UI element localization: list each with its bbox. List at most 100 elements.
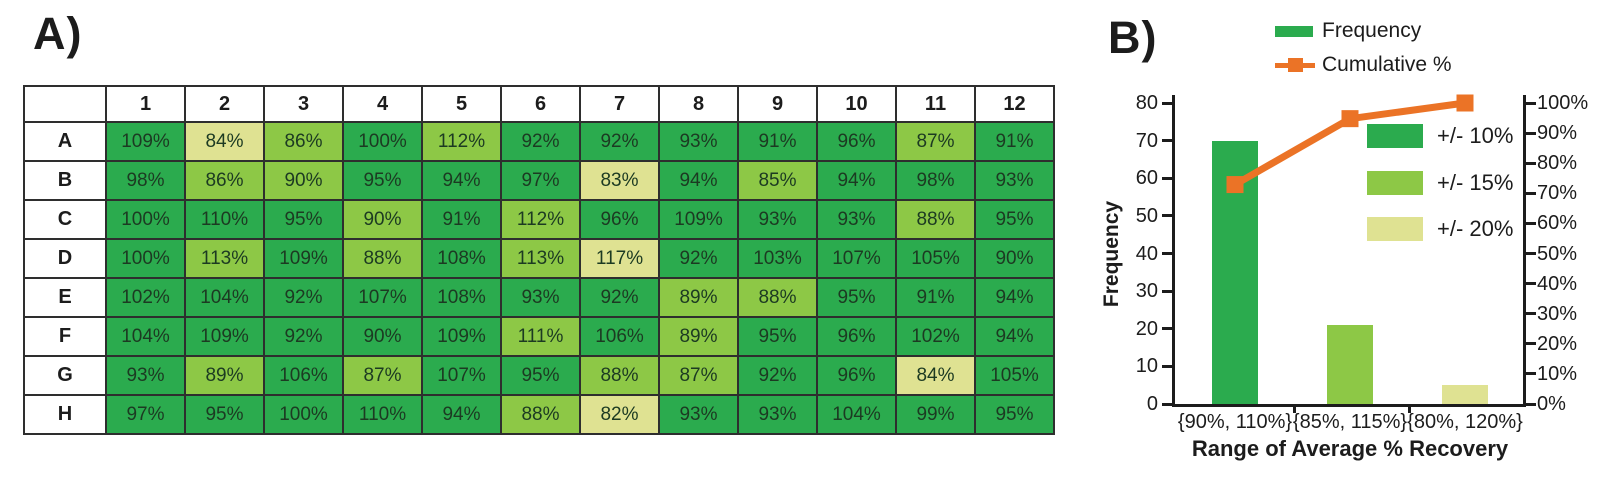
column-header-11: 11 bbox=[895, 85, 976, 123]
cell-A10: 96% bbox=[816, 121, 897, 162]
table-row-B: B 98% 86% 90% 95% 94% 97% 83% 94% 85% 94% 98% 93% bbox=[23, 160, 1055, 201]
cell-H7: 82% bbox=[579, 394, 660, 435]
cell-D3: 109% bbox=[263, 238, 344, 279]
column-header-12: 12 bbox=[974, 85, 1055, 123]
cell-F7: 106% bbox=[579, 316, 660, 357]
left-axis-tick bbox=[1162, 176, 1172, 180]
right-axis-tick bbox=[1526, 252, 1536, 255]
column-header-10: 10 bbox=[816, 85, 897, 123]
x-axis-title: Range of Average % Recovery bbox=[1191, 436, 1509, 461]
cell-F3: 92% bbox=[263, 316, 344, 357]
cell-B10: 94% bbox=[816, 160, 897, 201]
cell-E1: 102% bbox=[105, 277, 186, 318]
cell-A11: 87% bbox=[895, 121, 976, 162]
right-axis-tick-label: 90% bbox=[1537, 122, 1578, 145]
right-axis-tick-label: 100% bbox=[1537, 92, 1589, 114]
cell-C11: 88% bbox=[895, 199, 976, 240]
cell-E8: 89% bbox=[658, 277, 739, 318]
row-header-A: A bbox=[23, 121, 107, 162]
cell-B7: 83% bbox=[579, 160, 660, 201]
right-axis-tick-label: 80% bbox=[1537, 152, 1578, 175]
cell-G5: 107% bbox=[421, 355, 502, 396]
cell-G10: 96% bbox=[816, 355, 897, 396]
cell-B4: 95% bbox=[342, 160, 423, 201]
cell-C10: 93% bbox=[816, 199, 897, 240]
cell-B3: 90% bbox=[263, 160, 344, 201]
cell-F8: 89% bbox=[658, 316, 739, 357]
range-swatch-10 bbox=[1367, 124, 1423, 148]
cell-D1: 100% bbox=[105, 238, 186, 279]
column-header-3: 3 bbox=[263, 85, 344, 123]
right-axis-tick-label: 10% bbox=[1537, 362, 1578, 385]
right-axis-tick-label: 20% bbox=[1537, 332, 1578, 355]
cell-B6: 97% bbox=[500, 160, 581, 201]
cell-G11: 84% bbox=[895, 355, 976, 396]
cell-E4: 107% bbox=[342, 277, 423, 318]
cell-C5: 91% bbox=[421, 199, 502, 240]
cell-A9: 91% bbox=[737, 121, 818, 162]
cell-G2: 89% bbox=[184, 355, 265, 396]
cell-B5: 94% bbox=[421, 160, 502, 201]
left-axis-tick bbox=[1162, 139, 1172, 143]
cell-E10: 95% bbox=[816, 277, 897, 318]
range-swatch-15 bbox=[1367, 171, 1423, 195]
cell-F2: 109% bbox=[184, 316, 265, 357]
cell-D11: 105% bbox=[895, 238, 976, 279]
right-axis-tick bbox=[1526, 161, 1536, 165]
right-axis-tick bbox=[1526, 312, 1536, 316]
cell-H3: 100% bbox=[263, 394, 344, 435]
left-axis-tick-label: 40 bbox=[1135, 242, 1158, 265]
cumulative-line-swatch-icon bbox=[1275, 58, 1315, 72]
cell-D6: 113% bbox=[500, 238, 581, 279]
x-category-label-2: {85%, 115%} bbox=[1292, 411, 1408, 433]
cell-B2: 86% bbox=[184, 160, 265, 201]
left-axis-tick-label: 80 bbox=[1135, 92, 1158, 114]
corner-cell bbox=[23, 85, 107, 123]
cell-D12: 90% bbox=[974, 238, 1055, 279]
left-axis-tick bbox=[1162, 252, 1172, 255]
cell-H12: 95% bbox=[974, 394, 1055, 435]
cell-D2: 113% bbox=[184, 238, 265, 279]
table-row-E: E 102% 104% 92% 107% 108% 93% 92% 89% 88% 95% 91% 94… bbox=[23, 277, 1055, 318]
cell-G7: 88% bbox=[579, 355, 660, 396]
left-axis-tick-label: 60 bbox=[1135, 167, 1158, 190]
right-axis-tick bbox=[1526, 402, 1536, 406]
cell-H6: 88% bbox=[500, 394, 581, 435]
cumulative-marker-2 bbox=[1341, 110, 1359, 128]
cumulative-line-chart bbox=[1226, 94, 1474, 194]
x-axis-tick bbox=[1408, 404, 1411, 413]
column-header-5: 5 bbox=[421, 85, 502, 123]
cell-F11: 102% bbox=[895, 316, 976, 357]
cell-G6: 95% bbox=[500, 355, 581, 396]
table-row-D: D 100% 113% 109% 88% 108% 113% 117% 92% 103% 107% 1… bbox=[23, 238, 1055, 279]
cell-E2: 104% bbox=[184, 277, 265, 318]
cell-D8: 92% bbox=[658, 238, 739, 279]
cell-C2: 110% bbox=[184, 199, 265, 240]
left-axis-tick bbox=[1162, 289, 1172, 293]
cell-A7: 92% bbox=[579, 121, 660, 162]
cell-G4: 87% bbox=[342, 355, 423, 396]
cell-C3: 95% bbox=[263, 199, 344, 240]
cell-H5: 94% bbox=[421, 394, 502, 435]
cell-D7: 117% bbox=[579, 238, 660, 279]
cell-C6: 112% bbox=[500, 199, 581, 240]
cell-F12: 94% bbox=[974, 316, 1055, 357]
cell-H10: 104% bbox=[816, 394, 897, 435]
row-header-D: D bbox=[23, 238, 107, 279]
column-header-8: 8 bbox=[658, 85, 739, 123]
right-axis-tick bbox=[1526, 101, 1536, 105]
right-axis-tick-label: 70% bbox=[1537, 182, 1578, 205]
row-header-G: G bbox=[23, 355, 107, 396]
right-axis-tick bbox=[1526, 372, 1536, 376]
cell-C12: 95% bbox=[974, 199, 1055, 240]
range-swatch-20 bbox=[1367, 217, 1423, 241]
frequency-bar-3 bbox=[1442, 385, 1488, 404]
table-row-C: C 100% 110% 95% 90% 91% 112% 96% 109% 93% 93% 88% 95… bbox=[23, 199, 1055, 240]
cell-E7: 92% bbox=[579, 277, 660, 318]
cell-C9: 93% bbox=[737, 199, 818, 240]
table-row-G: G 93% 89% 106% 87% 107% 95% 88% 87% 92% 96% 84% 105% bbox=[23, 355, 1055, 396]
left-axis-tick bbox=[1162, 101, 1172, 105]
left-axis-tick-label: 10 bbox=[1135, 355, 1158, 378]
right-axis-tick-label: 40% bbox=[1537, 272, 1578, 295]
